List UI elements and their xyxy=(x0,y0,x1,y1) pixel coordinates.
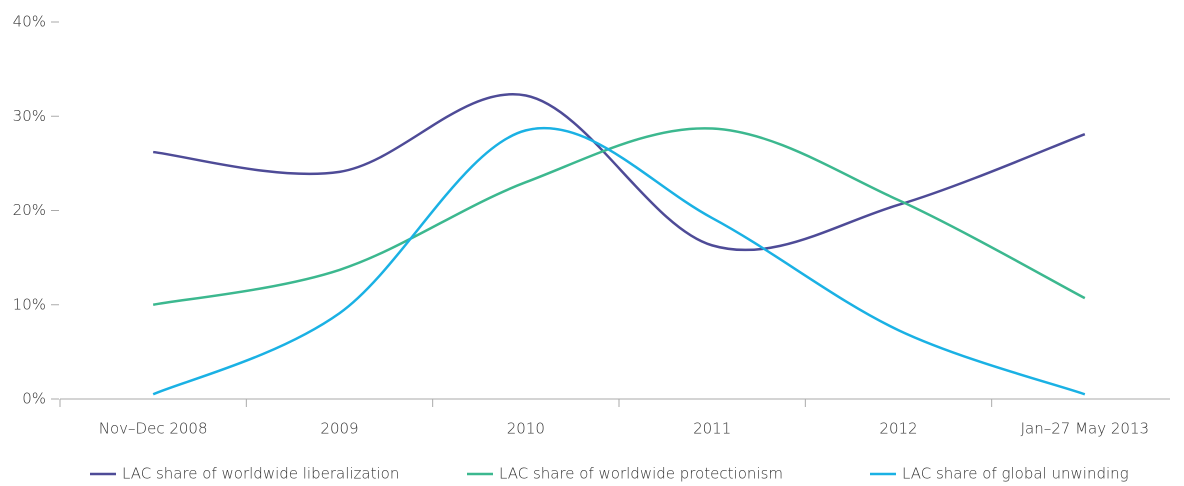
x-tick-label: Nov–Dec 2008 xyxy=(99,420,208,438)
y-tick-label: 0% xyxy=(22,390,46,408)
y-tick-label: 30% xyxy=(13,107,46,125)
x-tick-label: Jan–27 May 2013 xyxy=(1021,420,1149,438)
series-line xyxy=(152,126,1086,396)
series-line xyxy=(152,127,1086,306)
y-tick-label: 20% xyxy=(13,201,46,219)
y-tick-label: 10% xyxy=(13,295,46,313)
legend-label: LAC share of worldwide protectionism xyxy=(499,465,783,483)
legend-label: LAC share of worldwide liberalization xyxy=(122,465,399,483)
x-tick-label: 2010 xyxy=(507,420,545,438)
x-tick-label: 2011 xyxy=(693,420,731,438)
legend-label: LAC share of global unwinding xyxy=(902,465,1129,483)
x-tick-label: 2009 xyxy=(320,420,358,438)
series-line xyxy=(153,93,1086,252)
y-tick-label: 40% xyxy=(13,13,46,31)
x-tick-label: 2012 xyxy=(879,420,917,438)
